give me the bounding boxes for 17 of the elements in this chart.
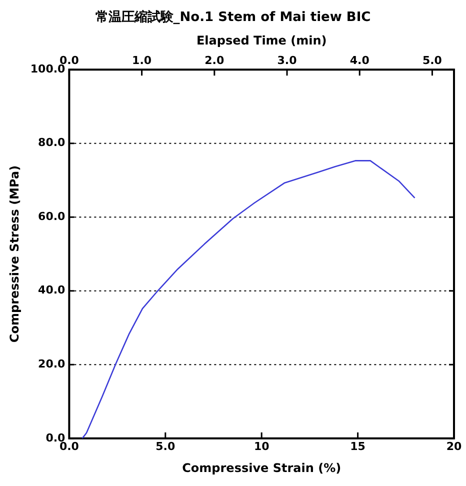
x-tick-label: 5.0 (156, 440, 176, 453)
y-axis-title: Compressive Stress (MPa) (7, 165, 22, 343)
x2-tick-label: 5.0 (422, 54, 442, 67)
y-tick-label: 80.0 (38, 136, 66, 150)
x2-axis-title: Elapsed Time (min) (196, 33, 327, 48)
x2-tick-label: 3.0 (277, 54, 298, 67)
y-tick-label: 60.0 (38, 210, 66, 223)
x-tick-label: 20 (446, 440, 462, 453)
x2-tick-label: 1.0 (132, 54, 152, 67)
y-tick-label: 40.0 (38, 284, 66, 297)
x-axis-title: Compressive Strain (%) (182, 460, 342, 475)
x2-tick-label: 4.0 (350, 54, 370, 67)
x-tick-label: 10 (254, 440, 270, 453)
x-tick-label: 15 (350, 440, 366, 453)
y-tick-label: 20.0 (38, 358, 66, 370)
x2-tick-label: 2.0 (204, 54, 224, 67)
chart-title: 常温圧縮試験_No.1 Stem of Mai tiew BIC (94, 8, 372, 26)
